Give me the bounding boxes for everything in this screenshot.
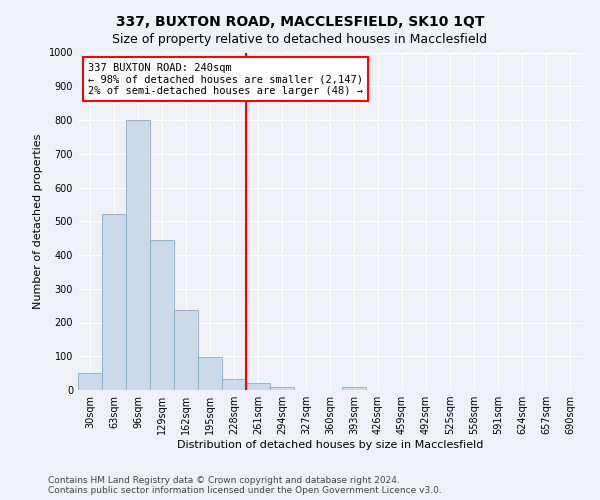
Text: Contains HM Land Registry data © Crown copyright and database right 2024.
Contai: Contains HM Land Registry data © Crown c… — [48, 476, 442, 495]
Bar — [102, 214, 126, 390]
Text: 337 BUXTON ROAD: 240sqm
← 98% of detached houses are smaller (2,147)
2% of semi-: 337 BUXTON ROAD: 240sqm ← 98% of detache… — [88, 62, 363, 96]
Bar — [246, 383, 270, 390]
Bar — [198, 357, 222, 390]
Text: 337, BUXTON ROAD, MACCLESFIELD, SK10 1QT: 337, BUXTON ROAD, MACCLESFIELD, SK10 1QT — [116, 15, 484, 29]
Bar — [150, 240, 174, 390]
Bar — [126, 120, 150, 390]
Bar — [174, 310, 198, 390]
Bar — [222, 379, 246, 390]
Text: Size of property relative to detached houses in Macclesfield: Size of property relative to detached ho… — [112, 32, 488, 46]
Y-axis label: Number of detached properties: Number of detached properties — [33, 134, 43, 309]
Bar — [342, 386, 366, 390]
Bar — [78, 373, 102, 390]
Bar — [270, 386, 294, 390]
X-axis label: Distribution of detached houses by size in Macclesfield: Distribution of detached houses by size … — [177, 440, 483, 450]
